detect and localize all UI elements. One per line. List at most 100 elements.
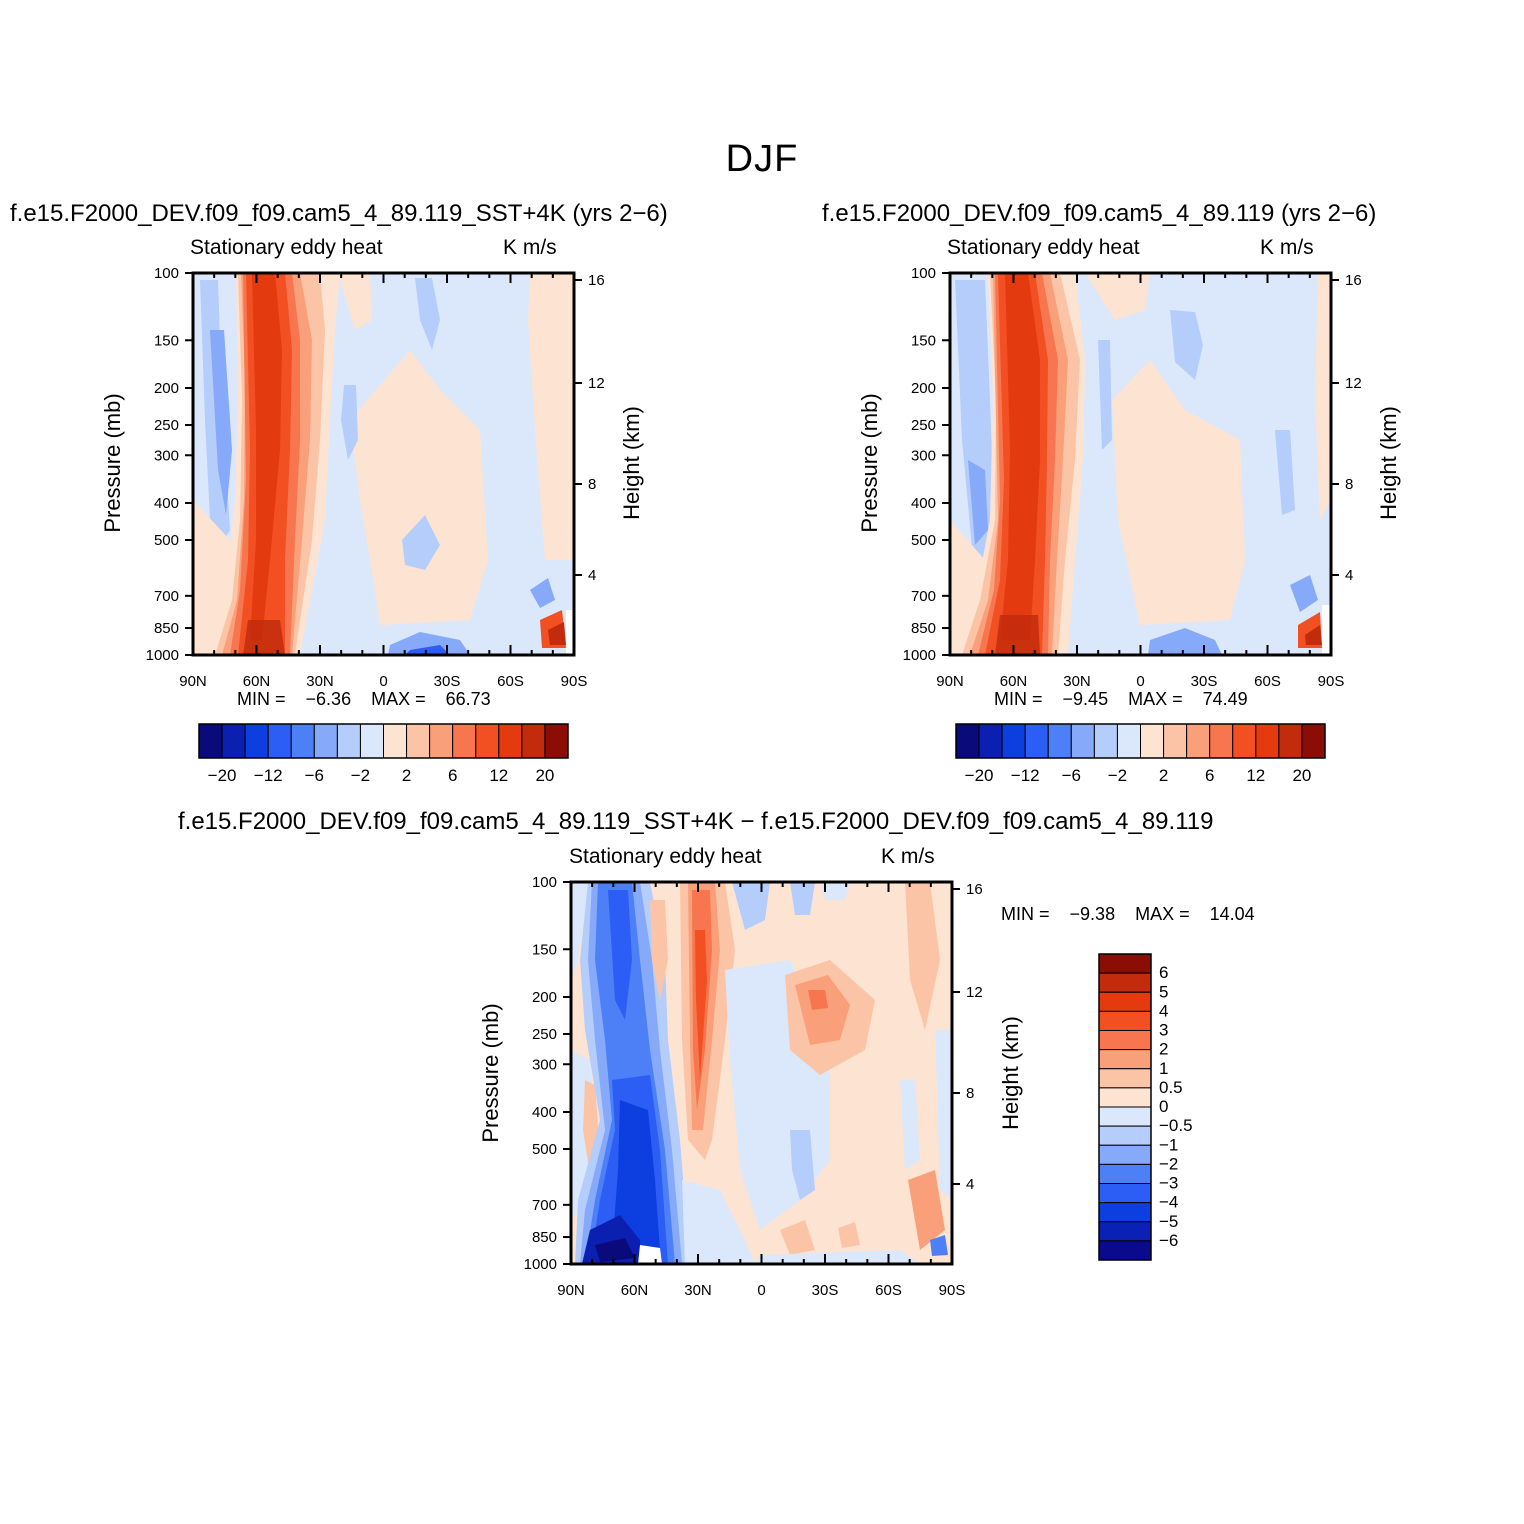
panel-right-colorbar-box — [1163, 723, 1188, 759]
panel-left-colorbar: −20 −12 −6 −2 2 6 12 20 — [198, 723, 569, 785]
panel-left-minmax: MIN = −6.36 MAX = 66.73 — [237, 689, 491, 710]
panel-left-region — [405, 645, 450, 655]
panel-diff-region — [608, 890, 632, 1020]
panel-left-region — [548, 622, 566, 645]
panel-left-region — [338, 273, 372, 330]
panel-right-colorbar-box — [978, 723, 1003, 759]
panel-left-xtick-label: 0 — [379, 673, 387, 690]
panel-diff-colorbar-box — [1098, 1221, 1152, 1242]
panel-left-region — [402, 515, 440, 570]
panel-left-colorbar-box — [521, 723, 546, 759]
panel-left-ytick-label: 200 — [154, 380, 179, 397]
panel-right-title: f.e15.F2000_DEV.f09_f09.cam5_4_89.119 (y… — [822, 200, 1377, 227]
panel-left-title: f.e15.F2000_DEV.f09_f09.cam5_4_89.119_SS… — [10, 200, 668, 227]
panel-right-ytick-label: 500 — [911, 532, 936, 549]
panel-left-max-label: MAX = — [371, 689, 426, 709]
panel-left-xtick-label: 90S — [561, 673, 588, 690]
panel-left-ytick-right-label: 4 — [588, 567, 596, 584]
panel-right-colorbar: −20 −12 −6 −2 2 6 12 20 — [955, 723, 1326, 785]
panel-diff-region — [638, 1245, 662, 1264]
panel-diff-colorbar-label: −2 — [1159, 1154, 1178, 1173]
panel-diff-title: f.e15.F2000_DEV.f09_f09.cam5_4_89.119_SS… — [178, 808, 1214, 835]
panel-diff-colorbar-label: 2 — [1159, 1040, 1168, 1059]
panel-diff-colorbar-label: −4 — [1159, 1193, 1178, 1212]
panel-diff-ytick-right-label: 16 — [966, 881, 983, 898]
panel-diff-region — [808, 990, 828, 1010]
panel-diff-ytick-right-label: 8 — [966, 1085, 974, 1102]
panel-right-xtick-label: 60N — [1000, 673, 1028, 690]
panel-diff-colorbar-box — [1098, 1049, 1152, 1070]
panel-right-colorbar-box — [1070, 723, 1095, 759]
panel-right-xtick-label: 30S — [1191, 673, 1218, 690]
panel-right-ytick-label: 1000 — [903, 647, 936, 664]
panel-diff-region — [820, 882, 850, 900]
panel-left-ytick-label: 700 — [154, 588, 179, 605]
panel-diff-ytick-label: 850 — [532, 1229, 557, 1246]
panel-right-colorbar-box — [1255, 723, 1280, 759]
panel-right-colorbar-label: 12 — [1246, 766, 1265, 785]
panel-right-ticks: 100 150 200 250 300 400 500 700 850 1000 16 12 8 4 90N… — [903, 265, 1362, 690]
panel-diff-colorbar-label: 5 — [1159, 982, 1168, 1001]
panel-left-region — [528, 273, 574, 560]
panel-left-colorbar-label: −20 — [208, 766, 237, 785]
panel-diff-ytick-label: 300 — [532, 1056, 557, 1073]
panel-diff-colorbar-label: −1 — [1159, 1135, 1178, 1154]
panel-diff-max-value: 14.04 — [1209, 904, 1255, 924]
panel-left-ytick-label: 300 — [154, 447, 179, 464]
panel-left-units: K m/s — [503, 236, 557, 259]
panel-diff-xtick-label: 90N — [557, 1282, 585, 1299]
panel-left-max-value: 66.73 — [445, 689, 491, 709]
panel-left-xtick-label: 30N — [306, 673, 334, 690]
panel-left-ylabel: Pressure (mb) — [100, 393, 125, 533]
panel-left-field-label: Stationary eddy heat — [190, 236, 383, 259]
panel-right-ytick-label: 200 — [911, 380, 936, 397]
panel-left-ytick-right-label: 12 — [588, 375, 605, 392]
panel-right-ytick-label: 400 — [911, 495, 936, 512]
panel-diff-region — [930, 1235, 948, 1256]
panel-left-region — [388, 632, 470, 655]
panel-left-region — [350, 350, 488, 625]
panel-diff-colorbar-box — [1098, 1010, 1152, 1031]
panel-diff-colorbar-box — [1098, 1240, 1152, 1261]
panel-diff-max-label: MAX = — [1135, 904, 1190, 924]
panel-diff-xtick-label: 90S — [939, 1282, 966, 1299]
panel-right-colorbar-box — [1047, 723, 1072, 759]
panel-left-colorbar-label: 6 — [448, 766, 457, 785]
panel-right-max-label: MAX = — [1128, 689, 1183, 709]
panel-right-field — [950, 273, 1331, 655]
panel-right-units: K m/s — [1260, 236, 1314, 259]
panel-diff-ytick-label: 500 — [532, 1141, 557, 1158]
panel-right-colorbar-label: −2 — [1108, 766, 1127, 785]
panel-left-region — [415, 278, 440, 350]
panel-left-colorbar-box — [198, 723, 223, 759]
panel-diff-colorbar-label: 1 — [1159, 1059, 1168, 1078]
panel-diff-xtick-label: 30S — [812, 1282, 839, 1299]
panel-left-region — [341, 385, 358, 460]
panel-right-colorbar-box — [1001, 723, 1026, 759]
panel-right-colorbar-box — [1301, 723, 1326, 759]
panel-left-colorbar-label: 20 — [535, 766, 554, 785]
panel-right-colorbar-label: −12 — [1011, 766, 1040, 785]
panel-right-region — [1000, 273, 1040, 640]
panel-diff-colorbar-box — [1098, 1087, 1152, 1108]
panel-diff-region — [571, 882, 590, 980]
panel-left-ytick-label: 100 — [154, 265, 179, 282]
panel-diff-xtick-label: 0 — [757, 1282, 765, 1299]
panel-left-colorbar-label: −12 — [254, 766, 283, 785]
panel-left-xtick-label: 60S — [497, 673, 524, 690]
panel-diff-colorbar-label: −3 — [1159, 1174, 1178, 1193]
panel-diff-ytick-label: 200 — [532, 989, 557, 1006]
panel-left-missing — [566, 610, 574, 655]
panel-diff-units: K m/s — [881, 845, 935, 868]
panel-diff-xtick-label: 60N — [621, 1282, 649, 1299]
panel-right-region — [1315, 273, 1331, 520]
panel-left-region — [530, 578, 555, 608]
panel-diff-colorbar-label: −5 — [1159, 1212, 1178, 1231]
panel-right-field-label: Stationary eddy heat — [947, 236, 1140, 259]
panel-right-colorbar-box — [1093, 723, 1118, 759]
panel-left-colorbar-box — [221, 723, 246, 759]
panel-right-colorbar-box — [1024, 723, 1049, 759]
panel-right-min-value: −9.45 — [1062, 689, 1109, 709]
panel-left-colorbar-box — [267, 723, 292, 759]
panel-diff-colorbar-box — [1098, 953, 1152, 974]
